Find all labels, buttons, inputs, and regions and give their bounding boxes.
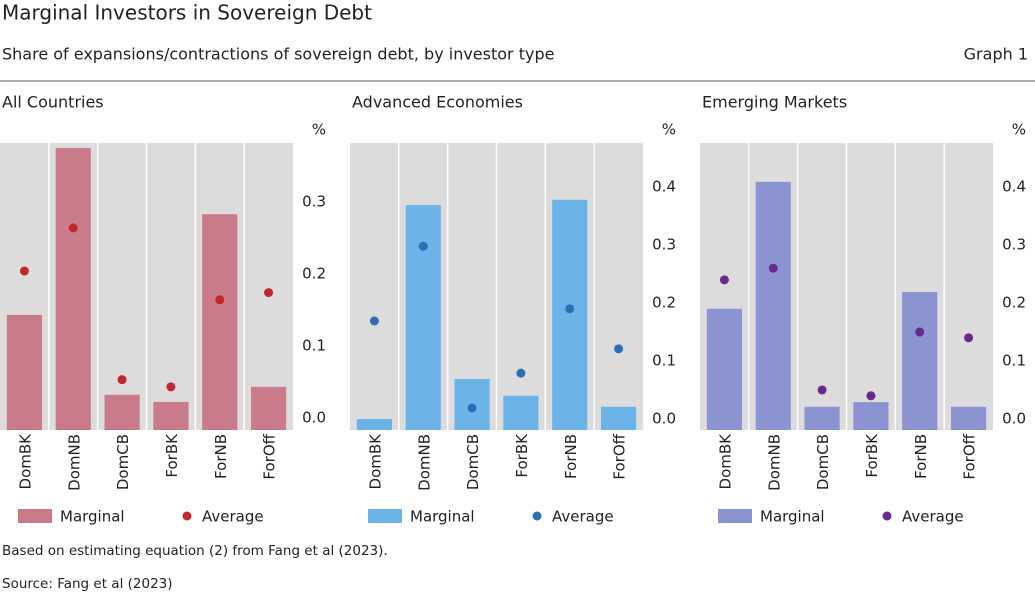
x-tick-label: DomNB bbox=[765, 434, 783, 491]
y-tick-label: 0.0 bbox=[652, 409, 676, 427]
x-tick-label: DomNB bbox=[65, 434, 83, 491]
legend-label: Average bbox=[902, 508, 964, 526]
bar bbox=[153, 401, 189, 430]
dot bbox=[418, 241, 428, 251]
bar bbox=[251, 386, 287, 430]
x-tick-label: DomBK bbox=[16, 433, 34, 490]
dot bbox=[369, 316, 379, 326]
y-unit: % bbox=[662, 121, 676, 139]
bar bbox=[55, 148, 91, 430]
x-tick-label: ForNB bbox=[212, 434, 230, 479]
panel-title: All Countries bbox=[2, 93, 104, 112]
y-tick-label: 0.4 bbox=[1002, 178, 1026, 196]
legend-label: Average bbox=[202, 508, 264, 526]
y-tick-label: 0.2 bbox=[1002, 294, 1026, 312]
dot bbox=[516, 368, 526, 378]
y-tick-label: 0.4 bbox=[652, 178, 676, 196]
legend-swatch bbox=[532, 511, 542, 521]
x-tick-label: DomBK bbox=[366, 433, 384, 490]
legend-label: Marginal bbox=[410, 508, 475, 526]
x-tick-label: ForNB bbox=[562, 434, 580, 479]
dot bbox=[768, 263, 778, 273]
legend-swatch bbox=[182, 511, 192, 521]
bar bbox=[552, 199, 588, 430]
bar bbox=[951, 406, 987, 430]
legend-swatch bbox=[882, 511, 892, 521]
dot bbox=[264, 288, 274, 298]
y-tick-label: 0.3 bbox=[1002, 236, 1026, 254]
dot bbox=[565, 304, 575, 314]
x-tick-label: ForBK bbox=[513, 433, 531, 478]
bar bbox=[706, 308, 742, 430]
bar bbox=[202, 214, 238, 430]
source: Source: Fang et al (2023) bbox=[2, 576, 173, 592]
x-tick-label: ForBK bbox=[863, 433, 881, 478]
dot bbox=[117, 375, 127, 385]
dot bbox=[215, 295, 225, 305]
legend-swatch bbox=[368, 509, 402, 523]
bar bbox=[804, 406, 840, 430]
dot bbox=[467, 403, 477, 413]
x-tick-label: DomCB bbox=[464, 434, 482, 490]
bar bbox=[356, 418, 392, 430]
x-tick-label: ForBK bbox=[163, 433, 181, 478]
bar bbox=[601, 406, 637, 430]
bar bbox=[755, 181, 791, 430]
bar bbox=[853, 402, 889, 430]
y-tick-label: 0.3 bbox=[652, 236, 676, 254]
dot bbox=[915, 327, 925, 337]
dot bbox=[866, 391, 876, 401]
bar bbox=[503, 395, 539, 430]
x-tick-label: DomBK bbox=[716, 433, 734, 490]
dot bbox=[614, 344, 624, 354]
y-tick-label: 0.1 bbox=[302, 336, 326, 354]
bar bbox=[902, 292, 938, 430]
dot bbox=[166, 382, 176, 392]
x-tick-label: ForOff bbox=[961, 433, 979, 479]
bar bbox=[104, 394, 140, 430]
note: Based on estimating equation (2) from Fa… bbox=[2, 543, 388, 559]
dot bbox=[964, 333, 974, 343]
panel-title: Emerging Markets bbox=[702, 93, 847, 112]
legend-swatch bbox=[18, 509, 52, 523]
page-title: Marginal Investors in Sovereign Debt bbox=[2, 1, 372, 25]
y-tick-label: 0.2 bbox=[652, 294, 676, 312]
graph-label: Graph 1 bbox=[964, 45, 1028, 64]
legend-label: Marginal bbox=[60, 508, 125, 526]
x-tick-label: DomNB bbox=[415, 434, 433, 491]
y-tick-label: 0.1 bbox=[1002, 352, 1026, 370]
bar bbox=[405, 205, 441, 430]
y-tick-label: 0.3 bbox=[302, 192, 326, 210]
x-tick-label: ForOff bbox=[261, 433, 279, 479]
legend-swatch bbox=[718, 509, 752, 523]
dot bbox=[68, 223, 78, 233]
x-tick-label: ForNB bbox=[912, 434, 930, 479]
y-unit: % bbox=[312, 121, 326, 139]
y-tick-label: 0.1 bbox=[652, 352, 676, 370]
y-tick-label: 0.2 bbox=[302, 264, 326, 282]
y-unit: % bbox=[1012, 121, 1026, 139]
dot bbox=[19, 266, 29, 276]
x-tick-label: DomCB bbox=[814, 434, 832, 490]
legend-label: Marginal bbox=[760, 508, 825, 526]
dot bbox=[817, 385, 827, 395]
dot bbox=[719, 275, 729, 285]
panel-title: Advanced Economies bbox=[352, 93, 523, 112]
y-tick-label: 0.0 bbox=[302, 408, 326, 426]
bar bbox=[6, 314, 42, 430]
x-tick-label: ForOff bbox=[611, 433, 629, 479]
legend-label: Average bbox=[552, 508, 614, 526]
subtitle: Share of expansions/contractions of sove… bbox=[2, 45, 554, 64]
x-tick-label: DomCB bbox=[114, 434, 132, 490]
y-tick-label: 0.0 bbox=[1002, 409, 1026, 427]
